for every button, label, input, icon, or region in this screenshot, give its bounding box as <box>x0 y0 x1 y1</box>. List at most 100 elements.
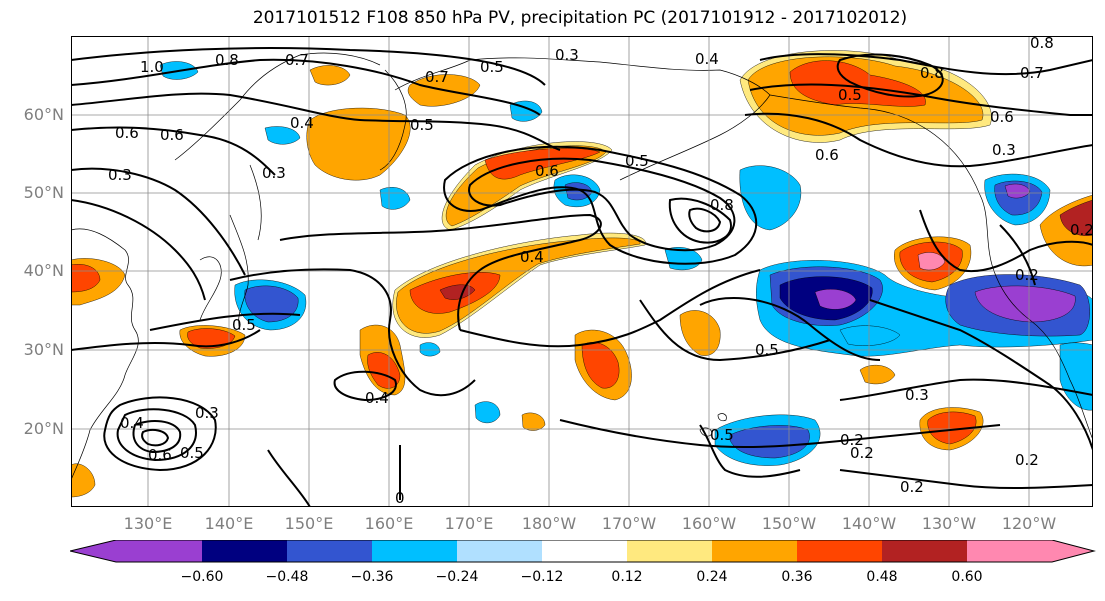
pv-contour-line <box>688 207 722 233</box>
colorbar-segment <box>202 540 287 562</box>
contour-label: 0.2 <box>1015 451 1039 469</box>
colorbar-tick-label: 0.48 <box>866 569 898 585</box>
coastline-okhotsk <box>174 52 381 161</box>
pv-contour-line <box>919 209 1093 273</box>
precip-positive-region <box>917 252 946 271</box>
pv-contour-line <box>71 312 301 351</box>
lat-label: 50°N <box>23 183 64 202</box>
precip-positive-region <box>187 328 236 349</box>
precip-positive-region <box>439 284 476 300</box>
precip-negative-region <box>264 126 301 145</box>
contour-label: 0.7 <box>425 68 449 86</box>
coastline-na-west <box>979 194 1093 441</box>
pv-contour-line <box>699 296 881 361</box>
contour-label: 0.8 <box>215 51 239 69</box>
contour-label: 0.8 <box>920 64 944 82</box>
pv-contour-line <box>699 424 801 478</box>
colorbar-segment <box>372 540 457 562</box>
precip-negative-region <box>419 342 441 357</box>
coastline-bering <box>469 57 771 96</box>
contour-label: 0.6 <box>535 162 559 180</box>
colorbar-segment <box>287 540 372 562</box>
pv-contour-line <box>639 299 831 362</box>
lat-label: 60°N <box>23 105 64 124</box>
contour-label: 0.5 <box>755 341 779 359</box>
map-svg: 1.0 0.8 0.7 0.5 0.3 0.4 0.8 0.5 0.8 0.7 … <box>71 36 1093 507</box>
precip-negative-region <box>974 285 1076 323</box>
colorbar-segment <box>797 540 882 562</box>
contour-label: 0.3 <box>108 166 132 184</box>
contour-label: 0.5 <box>480 58 504 76</box>
colorbar <box>70 540 1096 563</box>
pv-contour-line <box>836 53 944 98</box>
lon-label: 180°W <box>521 514 577 533</box>
contour-label: 0.2 <box>840 431 864 449</box>
contour-label: 0.6 <box>160 126 184 144</box>
colorbar-outline <box>70 540 1096 563</box>
lat-label: 30°N <box>23 340 64 359</box>
colorbar-tick-label: 0.60 <box>951 569 983 585</box>
contour-label: 0.2 <box>900 478 924 496</box>
contour-label: 0.8 <box>1030 36 1054 52</box>
precip-negative-region <box>814 289 857 310</box>
pv-contour-line <box>839 378 1093 401</box>
pv-contour-line <box>116 408 197 462</box>
pv-contour-line <box>999 224 1036 286</box>
lon-label: 170°W <box>601 514 657 533</box>
map-title: 2017101512 F108 850 hPa PV, precipitatio… <box>252 8 908 28</box>
colorbar-segment <box>70 540 202 562</box>
lon-label: 160°E <box>364 514 414 533</box>
contour-label: 0.4 <box>290 114 314 132</box>
contour-label: 0.5 <box>232 316 256 334</box>
contour-label: 0.4 <box>520 248 544 266</box>
contour-label: 0.5 <box>838 86 862 104</box>
contour-label: 0.3 <box>262 164 286 182</box>
precip-negative-region <box>474 401 501 424</box>
precip-negative-region <box>729 425 810 459</box>
pv-contour-line <box>71 167 246 276</box>
colorbar-tick-label: 0.24 <box>696 569 728 585</box>
colorbar-segment <box>967 540 1052 562</box>
pv-contour-line <box>71 47 546 86</box>
colorbar-segment <box>712 540 797 562</box>
pv-contour-line <box>279 213 602 331</box>
pv-contour-line <box>333 370 397 402</box>
colorbar-segment <box>882 540 967 562</box>
island-hawaii <box>699 413 727 437</box>
lon-label: 150°W <box>761 514 817 533</box>
lon-label: 130°W <box>921 514 977 533</box>
lon-label: 170°E <box>444 514 494 533</box>
colorbar-tick-label: −0.48 <box>265 569 309 585</box>
colorbar-tick-label: −0.36 <box>350 569 394 585</box>
precip-negative-region <box>739 165 802 231</box>
colorbar-tick-label: −0.24 <box>435 569 479 585</box>
lon-label: 150°E <box>284 514 334 533</box>
contour-label: 0.3 <box>555 46 579 64</box>
contour-label: 0.3 <box>992 141 1016 159</box>
pv-contour-line <box>229 268 476 397</box>
contour-label: 0.5 <box>410 116 434 134</box>
contour-label: 0.4 <box>120 414 144 432</box>
precip-shading <box>71 50 1093 498</box>
graticule <box>71 36 1093 507</box>
colorbar-tick-label: −0.60 <box>180 569 224 585</box>
contour-label: 0.6 <box>815 146 839 164</box>
contour-label: 0.4 <box>365 389 389 407</box>
lat-label: 40°N <box>23 261 64 280</box>
pv-contour-line <box>744 112 1093 168</box>
contour-label: 0.7 <box>285 51 309 69</box>
pv-contour-line <box>443 145 758 265</box>
pv-contour-line <box>71 58 541 116</box>
colorbar-segment <box>627 540 712 562</box>
contour-label: 0.3 <box>195 404 219 422</box>
contour-label: 0.3 <box>905 386 929 404</box>
pv-contour-line <box>103 396 217 472</box>
lon-label: 160°W <box>681 514 737 533</box>
colorbar-segment <box>457 540 542 562</box>
lat-label: 20°N <box>23 419 64 438</box>
contour-label: 0.6 <box>115 124 139 142</box>
pv-contour-line <box>267 445 401 507</box>
contour-label: 0.6 <box>990 108 1014 126</box>
precip-negative-region <box>839 325 901 346</box>
precip-negative-region <box>379 187 411 210</box>
